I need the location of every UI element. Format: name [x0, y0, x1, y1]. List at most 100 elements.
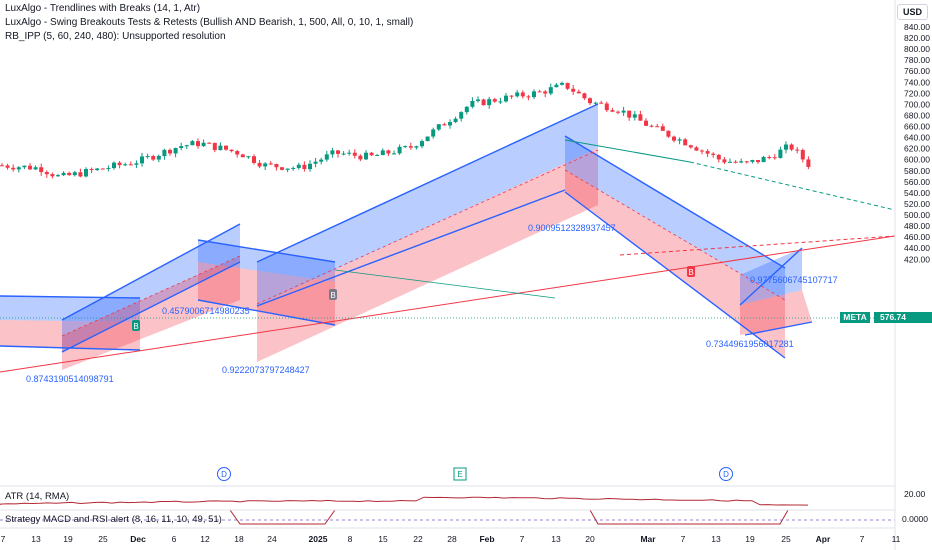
candle-body — [403, 146, 408, 148]
y-tick-label: 440.00 — [904, 243, 930, 253]
candle-body — [173, 147, 178, 154]
candle-body — [487, 99, 492, 106]
candle-body — [274, 164, 279, 168]
event-marker[interactable]: D — [217, 467, 231, 481]
candle-body — [554, 84, 559, 88]
candle-body — [683, 139, 688, 146]
candle-body — [296, 164, 301, 168]
candle-body — [627, 110, 632, 118]
candle-body — [537, 91, 542, 93]
channel-upper-fill — [0, 296, 140, 322]
currency-button[interactable]: USD — [896, 4, 928, 20]
candle-body — [789, 144, 794, 150]
last-price-tag: META 576.74 — [840, 312, 932, 323]
event-marker[interactable]: E — [453, 467, 467, 481]
x-tick-label: 12 — [200, 534, 210, 544]
candle-body — [128, 164, 133, 166]
candle-body — [442, 124, 447, 126]
channel-upper-fill — [62, 224, 240, 352]
candle-body — [56, 175, 60, 177]
candle-body — [207, 142, 212, 144]
legend-rb-ipp[interactable]: RB_IPP (5, 60, 240, 480): Unsupported re… — [5, 31, 226, 42]
candle-body — [229, 149, 234, 152]
candle-body — [84, 169, 88, 177]
candle-body — [476, 99, 480, 101]
candle-body — [11, 167, 16, 170]
candle-body — [168, 149, 172, 154]
candle-body — [196, 141, 200, 147]
y-tick-label: 580.00 — [904, 166, 930, 176]
channel-lower-fill — [565, 170, 785, 358]
x-tick-label: 13 — [551, 534, 561, 544]
candle-body — [772, 157, 777, 159]
svg-text:E: E — [457, 470, 462, 479]
candle-body — [380, 150, 385, 156]
x-tick-label: 22 — [413, 534, 423, 544]
candle-body — [240, 154, 245, 158]
candle-body — [492, 99, 497, 102]
candle-body — [140, 156, 144, 164]
x-tick-label: 28 — [447, 534, 457, 544]
y-tick-label: 460.00 — [904, 232, 930, 242]
candle-body — [358, 155, 363, 160]
y-tick-label: 540.00 — [904, 188, 930, 198]
candle-body — [89, 169, 94, 171]
candle-body — [184, 145, 189, 147]
y-tick-label: 720.00 — [904, 88, 930, 98]
candle-body — [330, 150, 335, 155]
candle-body — [78, 172, 83, 177]
last-price-value: 576.74 — [880, 312, 906, 322]
candle-body — [201, 142, 206, 147]
candle-body — [739, 161, 744, 163]
y-tick-label: 840.00 — [904, 22, 930, 32]
candle-body — [582, 93, 587, 99]
channel-ratio-label: 0.9009512328937457 — [528, 223, 616, 233]
candle-body — [610, 110, 615, 112]
x-tick-label: 18 — [234, 534, 244, 544]
candle-body — [722, 159, 727, 163]
atr-pane-label[interactable]: ATR (14, RMA) — [5, 491, 70, 502]
candle-body — [571, 88, 576, 92]
x-tick-label: 6 — [172, 534, 177, 544]
y-tick-label: 700.00 — [904, 99, 930, 109]
candle-body — [599, 102, 604, 104]
y-tick-label: 420.00 — [904, 254, 930, 264]
strategy-pane-label[interactable]: Strategy MACD and RSI alert (8, 16, 11, … — [5, 514, 222, 525]
candle-body — [156, 156, 161, 160]
svg-text:B: B — [330, 291, 335, 300]
x-tick-label: 7 — [681, 534, 686, 544]
channel-midline — [564, 169, 786, 301]
candle-body — [386, 150, 391, 154]
channel-ratio-label: 0.8743190514098791 — [26, 374, 114, 384]
candle-body — [750, 160, 755, 162]
candle-body — [291, 167, 296, 169]
candle-body — [336, 150, 340, 154]
x-tick-label: 20 — [585, 534, 595, 544]
candle-body — [179, 146, 184, 148]
svg-text:D: D — [723, 470, 729, 479]
channel-lower-fill — [740, 290, 812, 335]
candle-body — [548, 87, 553, 94]
x-tick-label: 13 — [31, 534, 41, 544]
candle-body — [666, 130, 671, 137]
candle-body — [95, 168, 100, 171]
channel-border — [197, 239, 336, 263]
candle-body — [319, 159, 324, 162]
candle-body — [341, 153, 346, 155]
breakout-marker: B — [132, 320, 140, 331]
x-tick-label: 7 — [1, 534, 6, 544]
candle-body — [604, 103, 609, 111]
legend-trendlines[interactable]: LuxAlgo - Trendlines with Breaks (14, 1,… — [5, 3, 201, 14]
candle-body — [504, 95, 508, 102]
candle-body — [347, 152, 352, 154]
channel-ratio-label: 0.9775606745107717 — [750, 275, 838, 285]
candle-body — [744, 161, 749, 163]
candle-body — [162, 149, 167, 157]
legend-swing-breakouts[interactable]: LuxAlgo - Swing Breakouts Tests & Retest… — [5, 17, 414, 28]
event-marker[interactable]: D — [719, 467, 733, 481]
atr-line — [0, 496, 809, 506]
channel-border — [739, 247, 803, 306]
candle-body — [117, 162, 122, 166]
candle-body — [420, 141, 424, 147]
